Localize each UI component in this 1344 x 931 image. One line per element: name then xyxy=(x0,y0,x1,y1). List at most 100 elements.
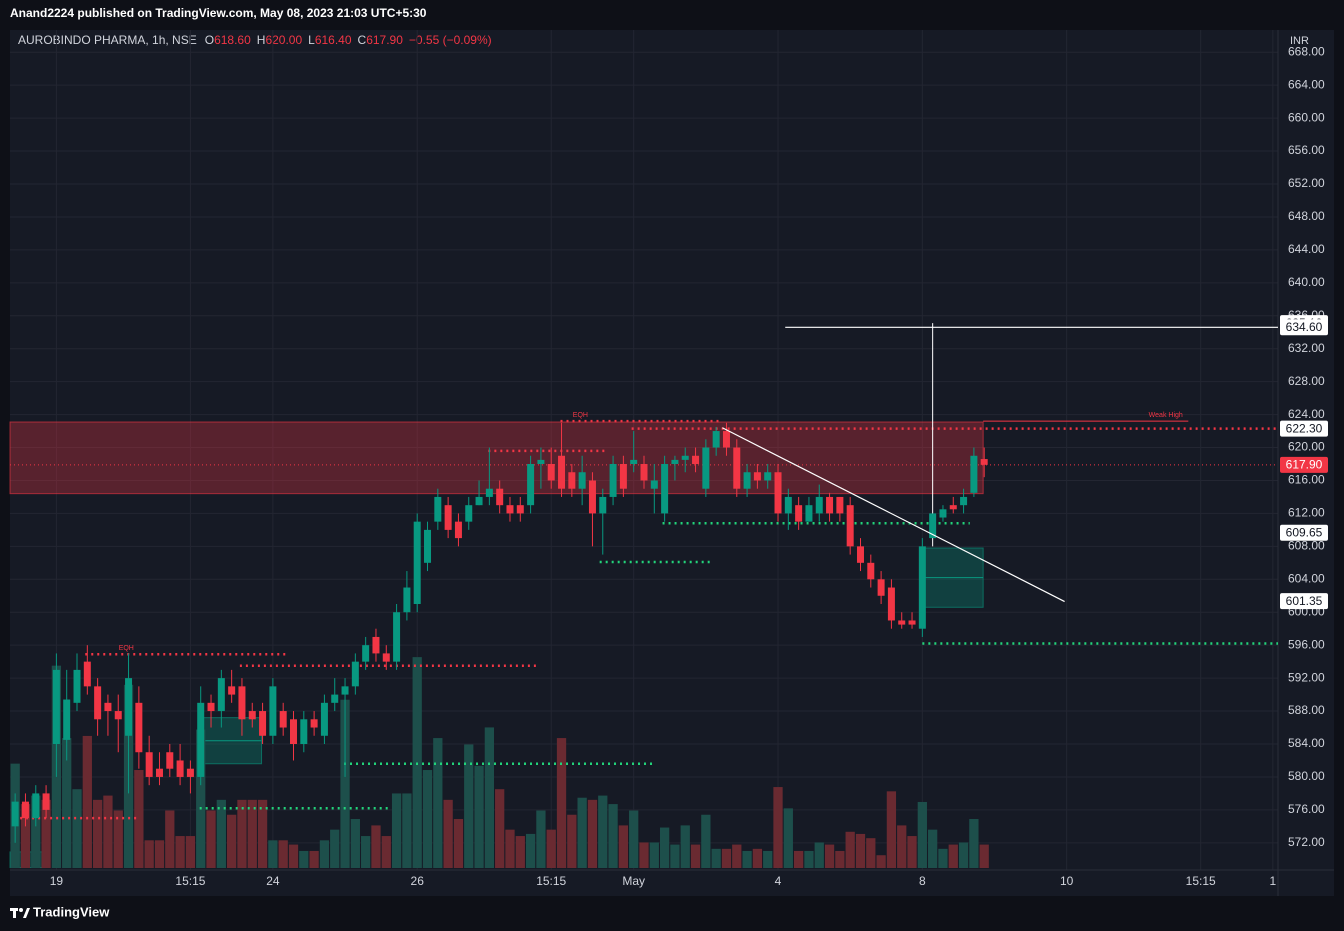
candle-body xyxy=(939,509,947,518)
x-tick-label: 1 xyxy=(1270,874,1277,888)
volume-bar xyxy=(227,814,237,868)
y-tick-label: 620.00 xyxy=(1288,440,1325,454)
candle-body xyxy=(114,711,122,720)
candle-body xyxy=(207,702,215,712)
volume-bar xyxy=(299,850,309,868)
candle-body xyxy=(547,464,555,481)
level-label: EQH xyxy=(119,645,134,652)
volume-bar xyxy=(721,848,732,868)
candle-body xyxy=(929,513,937,539)
candle-body xyxy=(310,719,318,728)
volume-bar xyxy=(381,836,391,868)
candle-body xyxy=(980,459,988,465)
price-label-box xyxy=(1280,319,1328,336)
x-tick-label: 15:15 xyxy=(175,874,205,888)
candle-body xyxy=(83,661,91,687)
ohlc-key: L xyxy=(308,33,315,47)
candle-body xyxy=(815,496,823,514)
volume-bar xyxy=(175,836,185,868)
volume-bar xyxy=(690,844,701,868)
candle-body xyxy=(289,719,297,744)
x-tick-label: 26 xyxy=(411,874,425,888)
candle-body xyxy=(949,505,957,510)
y-tick-label: 640.00 xyxy=(1288,275,1325,289)
candle-body xyxy=(640,464,648,481)
volume-bar xyxy=(618,825,629,868)
volume-bar xyxy=(443,799,453,868)
price-label: 634.60 xyxy=(1286,320,1323,334)
volume-bar xyxy=(608,804,618,868)
candle-body xyxy=(94,686,102,720)
y-tick-label: 580.00 xyxy=(1288,769,1325,783)
volume-bar xyxy=(206,810,216,868)
candle-body xyxy=(341,686,349,695)
candle-body xyxy=(238,686,246,720)
volume-bar xyxy=(41,799,51,868)
volume-bar xyxy=(752,848,763,868)
y-tick-label: 612.00 xyxy=(1288,506,1325,520)
x-tick-label: 10 xyxy=(1060,874,1074,888)
volume-bar xyxy=(216,799,226,868)
candle-body xyxy=(63,699,71,740)
volume-bar xyxy=(804,850,814,868)
volume-bar xyxy=(422,770,433,868)
volume-bar xyxy=(659,827,670,868)
y-tick-label: 596.00 xyxy=(1288,637,1325,651)
candle-body xyxy=(393,612,401,662)
volume-bar xyxy=(319,840,330,868)
candle-body xyxy=(465,505,473,522)
volume-bar xyxy=(866,838,876,868)
y-tick-label: 608.00 xyxy=(1288,539,1325,553)
candle-body xyxy=(753,472,761,481)
volume-bar xyxy=(670,844,680,868)
publisher: Anand2224 published on TradingView.com, … xyxy=(10,6,427,20)
candle-body xyxy=(722,431,730,448)
volume-bar xyxy=(598,795,608,868)
candle-body xyxy=(784,496,792,514)
y-tick-label: 648.00 xyxy=(1288,209,1325,223)
volume-bar xyxy=(587,799,598,868)
candle-body xyxy=(424,529,432,563)
candle-body xyxy=(42,793,50,810)
y-tick-label: 656.00 xyxy=(1288,143,1325,157)
volume-bar xyxy=(680,825,690,868)
volume-bar xyxy=(701,814,711,868)
volume-bar xyxy=(793,850,804,868)
candle-body xyxy=(630,459,638,464)
price-label: 609.65 xyxy=(1286,525,1323,539)
y-tick-label: 628.00 xyxy=(1288,374,1325,388)
volume-bar xyxy=(505,829,515,868)
candle-body xyxy=(826,496,834,514)
level-label: Weak High xyxy=(1149,412,1183,419)
volume-bar xyxy=(948,844,958,868)
volume-bar xyxy=(969,819,979,868)
y-tick-label: 604.00 xyxy=(1288,571,1325,585)
candle-body xyxy=(475,496,483,506)
price-label: 622.30 xyxy=(1286,421,1323,435)
volume-bar xyxy=(876,855,886,868)
volume-bar xyxy=(938,848,948,868)
y-tick-label: 616.00 xyxy=(1288,473,1325,487)
candle-body xyxy=(805,505,813,522)
candle-body xyxy=(516,505,524,514)
volume-bar xyxy=(196,729,206,868)
y-tick-label: 652.00 xyxy=(1288,176,1325,190)
candle-body xyxy=(32,793,40,819)
candle-body xyxy=(887,587,895,621)
volume-bar xyxy=(845,831,855,868)
volume-bar xyxy=(257,799,268,868)
change: −0.55 (−0.09%) xyxy=(409,33,492,47)
price-label-box xyxy=(1280,524,1328,541)
volume-bar xyxy=(237,799,247,868)
volume-bar xyxy=(835,850,845,868)
candle-body xyxy=(403,587,411,613)
candle-body xyxy=(372,636,380,654)
candle-body xyxy=(155,768,163,777)
candle-body xyxy=(568,472,576,489)
candle-body xyxy=(413,521,421,604)
candle-body xyxy=(331,694,339,703)
volume-bar xyxy=(361,836,371,868)
volume-bar xyxy=(639,842,649,868)
candle-body xyxy=(300,719,308,744)
